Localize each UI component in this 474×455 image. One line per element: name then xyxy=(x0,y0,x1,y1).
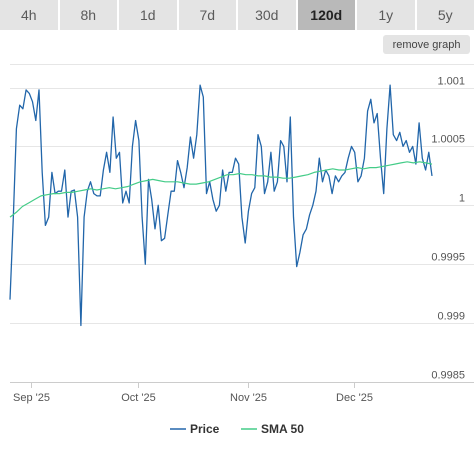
y-tick-label: 1 xyxy=(459,193,465,205)
x-tick-label: Oct '25 xyxy=(121,392,156,404)
series-line-sma-50 xyxy=(9,161,433,218)
y-tick-label: 0.9995 xyxy=(431,252,465,264)
range-tab-4h[interactable]: 4h xyxy=(0,0,58,30)
range-tab-120d[interactable]: 120d xyxy=(297,0,355,30)
range-tab-1d[interactable]: 1d xyxy=(119,0,177,30)
series-line-price xyxy=(9,84,433,327)
x-tick-label: Dec '25 xyxy=(336,392,373,404)
x-tick-label: Nov '25 xyxy=(230,392,267,404)
range-tab-1y[interactable]: 1y xyxy=(357,0,415,30)
range-tab-5y[interactable]: 5y xyxy=(416,0,474,30)
y-tick-label: 0.999 xyxy=(437,311,465,323)
range-tab-7d[interactable]: 7d xyxy=(178,0,236,30)
range-tabs: 4h 8h 1d 7d 30d 120d 1y 5y xyxy=(0,0,474,30)
legend-label-sma-50: SMA 50 xyxy=(261,422,304,436)
range-tab-8h[interactable]: 8h xyxy=(59,0,117,30)
x-tick-label: Sep '25 xyxy=(13,392,50,404)
y-tick-label: 0.9985 xyxy=(431,370,465,382)
legend-label-price: Price xyxy=(190,422,220,436)
remove-graph-button[interactable]: remove graph xyxy=(383,35,470,54)
y-tick-label: 1.001 xyxy=(437,76,465,88)
range-tab-30d[interactable]: 30d xyxy=(238,0,296,30)
y-tick-label: 1.0005 xyxy=(431,134,465,146)
